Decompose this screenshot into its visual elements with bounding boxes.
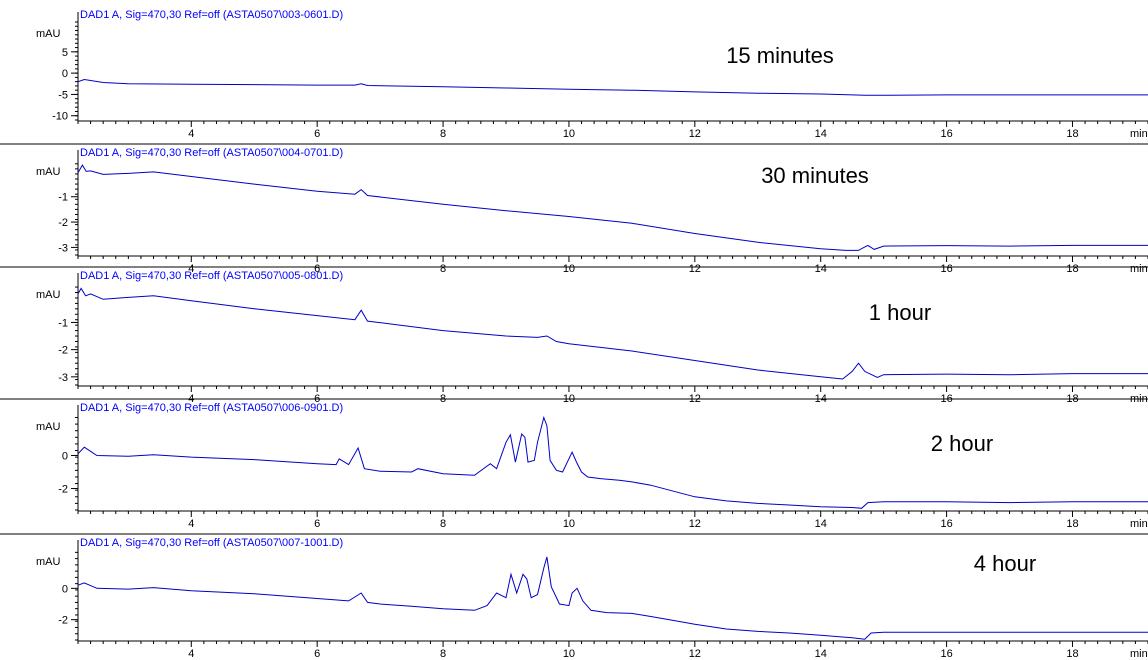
y-unit-label: mAU bbox=[36, 421, 61, 433]
x-unit-label: min bbox=[1130, 518, 1148, 530]
x-tick-label: 18 bbox=[1066, 648, 1078, 660]
panel-header: DAD1 A, Sig=470,30 Ref=off (ASTA0507\007… bbox=[80, 537, 343, 549]
y-tick-label: 0 bbox=[62, 68, 68, 80]
x-tick-label: 10 bbox=[563, 263, 575, 275]
y-unit-label: mAU bbox=[36, 166, 61, 178]
x-tick-label: 10 bbox=[563, 518, 575, 530]
x-tick-label: 14 bbox=[815, 648, 827, 660]
x-tick-label: 6 bbox=[314, 518, 320, 530]
y-tick-label: -5 bbox=[58, 89, 68, 101]
chromatogram-panel-3: DAD1 A, Sig=470,30 Ref=off (ASTA0507\005… bbox=[0, 266, 1148, 405]
x-tick-label: 14 bbox=[815, 518, 827, 530]
chromatogram-trace bbox=[77, 415, 1148, 509]
y-unit-label: mAU bbox=[36, 289, 61, 301]
x-tick-label: 14 bbox=[815, 128, 827, 140]
panel-header: DAD1 A, Sig=470,30 Ref=off (ASTA0507\005… bbox=[80, 270, 343, 282]
x-tick-label: 8 bbox=[440, 518, 446, 530]
chromatogram-panel-2: DAD1 A, Sig=470,30 Ref=off (ASTA0507\004… bbox=[0, 143, 1148, 275]
x-tick-label: 4 bbox=[188, 128, 194, 140]
y-tick-label: -3 bbox=[58, 242, 68, 254]
x-tick-label: 4 bbox=[188, 263, 194, 275]
x-tick-label: 12 bbox=[689, 128, 701, 140]
x-tick-label: 16 bbox=[940, 128, 952, 140]
chromatogram-panel-4: DAD1 A, Sig=470,30 Ref=off (ASTA0507\006… bbox=[0, 398, 1148, 530]
y-unit-label: mAU bbox=[36, 28, 61, 40]
x-tick-label: 8 bbox=[440, 263, 446, 275]
x-tick-label: 10 bbox=[563, 128, 575, 140]
x-tick-label: 16 bbox=[940, 263, 952, 275]
time-annotation: 4 hour bbox=[974, 551, 1036, 576]
chromatogram-panel-1: DAD1 A, Sig=470,30 Ref=off (ASTA0507\003… bbox=[36, 9, 1148, 140]
x-tick-label: 14 bbox=[815, 263, 827, 275]
y-tick-label: 0 bbox=[62, 583, 68, 595]
chromatogram-panel-5: DAD1 A, Sig=470,30 Ref=off (ASTA0507\007… bbox=[0, 533, 1148, 660]
y-tick-label: 5 bbox=[62, 47, 68, 59]
y-tick-label: 0 bbox=[62, 450, 68, 462]
x-tick-label: 6 bbox=[314, 648, 320, 660]
x-tick-label: 16 bbox=[940, 518, 952, 530]
chromatogram-trace bbox=[77, 78, 1148, 96]
x-tick-label: 8 bbox=[440, 128, 446, 140]
chromatogram-trace bbox=[77, 556, 1148, 640]
x-tick-label: 16 bbox=[940, 648, 952, 660]
y-tick-label: -3 bbox=[58, 372, 68, 384]
y-tick-label: -1 bbox=[58, 317, 68, 329]
time-annotation: 30 minutes bbox=[761, 163, 869, 188]
x-unit-label: min bbox=[1130, 128, 1148, 140]
x-unit-label: min bbox=[1130, 263, 1148, 275]
x-tick-label: 6 bbox=[314, 263, 320, 275]
time-annotation: 1 hour bbox=[869, 300, 931, 325]
x-unit-label: min bbox=[1130, 648, 1148, 660]
x-tick-label: 12 bbox=[689, 648, 701, 660]
y-tick-label: -1 bbox=[58, 192, 68, 204]
time-annotation: 15 minutes bbox=[726, 43, 834, 68]
chromatogram-trace bbox=[77, 287, 1148, 380]
panel-header: DAD1 A, Sig=470,30 Ref=off (ASTA0507\006… bbox=[80, 402, 343, 414]
x-tick-label: 4 bbox=[188, 648, 194, 660]
y-tick-label: -2 bbox=[58, 484, 68, 496]
x-tick-label: 12 bbox=[689, 263, 701, 275]
panel-header: DAD1 A, Sig=470,30 Ref=off (ASTA0507\003… bbox=[80, 9, 343, 21]
x-tick-label: 18 bbox=[1066, 263, 1078, 275]
y-tick-label: -10 bbox=[52, 111, 68, 123]
time-annotation: 2 hour bbox=[931, 431, 993, 456]
x-tick-label: 8 bbox=[440, 648, 446, 660]
x-tick-label: 18 bbox=[1066, 128, 1078, 140]
y-tick-label: -2 bbox=[58, 615, 68, 627]
x-tick-label: 10 bbox=[563, 648, 575, 660]
x-tick-label: 4 bbox=[188, 518, 194, 530]
y-tick-label: -2 bbox=[58, 217, 68, 229]
x-tick-label: 6 bbox=[314, 128, 320, 140]
panel-header: DAD1 A, Sig=470,30 Ref=off (ASTA0507\004… bbox=[80, 147, 343, 159]
chromatogram-trace bbox=[77, 164, 1148, 251]
y-tick-label: -2 bbox=[58, 345, 68, 357]
x-tick-label: 12 bbox=[689, 518, 701, 530]
x-tick-label: 18 bbox=[1066, 518, 1078, 530]
y-unit-label: mAU bbox=[36, 556, 61, 568]
